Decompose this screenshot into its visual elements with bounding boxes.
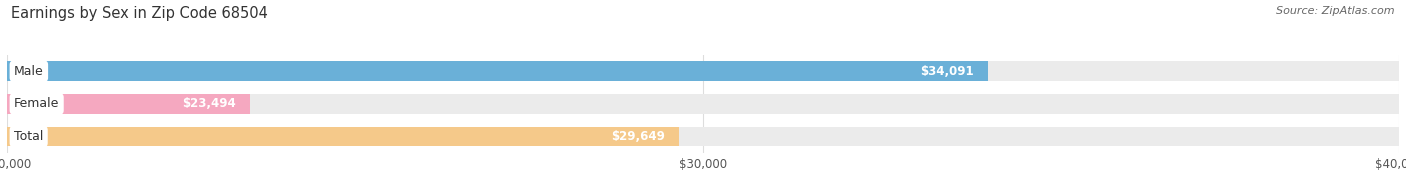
Text: Male: Male	[14, 65, 44, 78]
Text: Earnings by Sex in Zip Code 68504: Earnings by Sex in Zip Code 68504	[11, 6, 269, 21]
Bar	[7, 61, 988, 81]
Text: Source: ZipAtlas.com: Source: ZipAtlas.com	[1277, 6, 1395, 16]
Bar	[7, 94, 250, 114]
Bar	[7, 127, 679, 146]
Text: Female: Female	[14, 97, 59, 110]
Bar	[7, 94, 1399, 114]
Text: $34,091: $34,091	[920, 65, 974, 78]
Text: $29,649: $29,649	[610, 130, 665, 143]
Text: $23,494: $23,494	[183, 97, 236, 110]
Bar	[7, 127, 1399, 146]
Text: Total: Total	[14, 130, 44, 143]
Bar	[7, 61, 1399, 81]
